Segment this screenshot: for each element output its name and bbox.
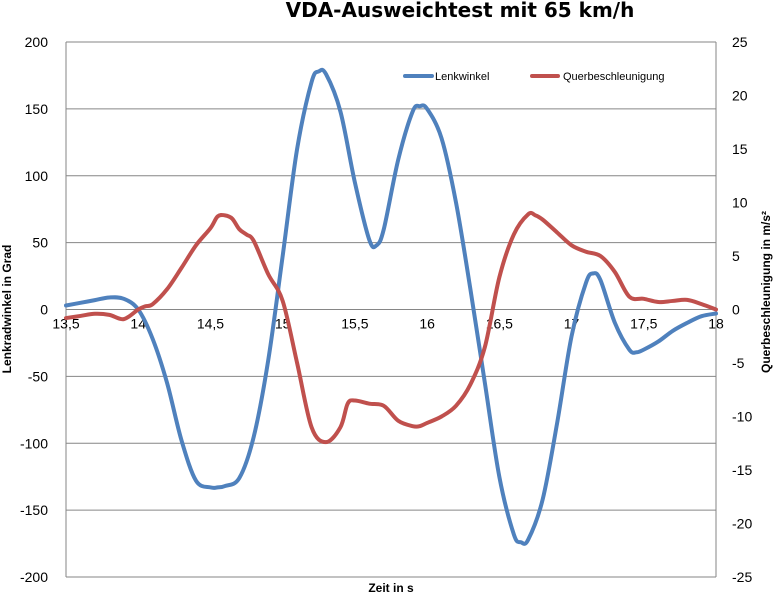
y-right-tick-label: -10 [732, 409, 752, 425]
y-right-tick-label: 20 [732, 88, 748, 104]
x-tick-label: 17,5 [630, 316, 657, 332]
y-right-tick-label: -25 [732, 569, 752, 585]
legend-label-lenkwinkel: Lenkwinkel [435, 71, 489, 83]
y-left-tick-label: 100 [25, 168, 49, 184]
x-tick-label: 16 [419, 316, 435, 332]
y-right-tick-label: -15 [732, 462, 752, 478]
y-axis-right-label: Querbeschleunigung in m/s² [759, 211, 773, 373]
y-left-tick-label: 0 [40, 302, 48, 318]
legend-label-querbeschleunigung: Querbeschleunigung [563, 71, 665, 83]
y-right-tick-label: 15 [732, 141, 748, 157]
y-right-tick-label: 10 [732, 195, 748, 211]
series [64, 67, 718, 546]
x-tick-label: 18 [708, 316, 724, 332]
x-tick-label: 13,5 [52, 316, 79, 332]
legend: Lenkwinkel Querbeschleunigung [403, 71, 665, 83]
y-left-tick-label: 150 [25, 101, 49, 117]
y-right-tick-label: -5 [732, 355, 745, 371]
x-tick-label: 14,5 [197, 316, 224, 332]
y-right-tick-label: 25 [732, 34, 748, 50]
y-left-tick-label: 200 [25, 34, 49, 50]
y-left-tick-label: 50 [32, 235, 48, 251]
x-tick-label: 15,5 [341, 316, 368, 332]
y-left-tick-label: -200 [20, 569, 48, 585]
x-axis-label: Zeit in s [368, 581, 414, 594]
y-axis-left-label: Lenkradwinkel in Grad [0, 245, 14, 374]
y-right-tick-label: 0 [732, 302, 740, 318]
y-right-tick-label: 5 [732, 248, 740, 264]
grid [66, 41, 716, 578]
y-right-tick-label: -20 [732, 516, 752, 532]
tick-labels: 200150100500-50-100-150-2002520151050-5-… [20, 34, 752, 585]
y-left-tick-label: -150 [20, 502, 48, 518]
chart-title: VDA-Ausweichtest mit 65 km/h [286, 0, 635, 22]
series-line-lenkwinkel [64, 67, 718, 546]
y-left-tick-label: -50 [28, 368, 48, 384]
y-left-tick-label: -100 [20, 435, 48, 451]
series-line-querbeschleunigung [64, 210, 718, 445]
